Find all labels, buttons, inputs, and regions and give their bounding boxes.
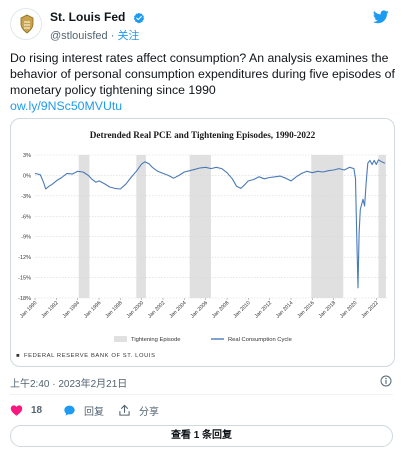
tightening-episode-4 [311,155,344,298]
st-louis-fed-logo-icon [20,14,34,34]
y-axis: 3% 0% -3% -6% -9% -12% -15% -18% [18,153,31,302]
x-tick-label: Jan 2008 [211,300,230,319]
reply-bubble-icon [64,405,75,416]
action-bar: 18 回复 分享 [10,402,393,418]
info-icon[interactable] [380,375,392,387]
y-tick-label: -18% [18,296,31,302]
x-tick-label: Jan 2022 [360,300,379,319]
tightening-episode-1 [78,155,90,298]
tweet-link[interactable]: ow.ly/9NSc50MVUtu [10,99,123,113]
x-tick-label: Jan 2018 [318,300,337,319]
legend-label: Real Consumption Cycle [228,337,292,343]
reply-button[interactable]: 回复 [63,402,104,418]
x-tick-label: Jan 2000 [126,300,145,319]
card-footer: FEDERAL RESERVE BANK OF ST. LOUIS [24,353,156,359]
divider [10,394,393,395]
tightening-episodes [78,155,386,298]
share-icon [119,404,130,416]
x-tick-label: Jan 1992 [40,300,59,319]
x-tick-label: Jan 2002 [147,300,166,319]
series [34,159,386,289]
x-tick-label: Jan 1998 [104,300,123,319]
tweet-text: Do rising interest rates affect consumpt… [10,50,395,114]
legend-swatch-tightening [114,336,127,342]
x-tick-label: Jan 1990 [19,300,38,319]
y-tick-label: -12% [18,255,31,261]
verified-badge-icon [133,12,144,24]
x-tick-label: Jan 2014 [275,300,294,319]
likes-count: 18 [31,404,43,416]
avatar[interactable] [10,8,42,40]
display-name[interactable]: St. Louis Fed [50,10,126,25]
tweet-header: St. Louis Fed @stlouisfed · 关注 [10,8,393,42]
y-tick-label: -6% [21,214,31,220]
x-tick-label: Jan 2004 [168,300,187,319]
tightening-episode-3 [189,155,211,298]
y-tick-label: 3% [23,153,31,159]
y-tick-label: -9% [21,235,31,241]
series-line-1 [34,159,386,289]
tightening-episode-5 [378,155,386,298]
y-tick-label: 0% [23,173,31,179]
follow-button[interactable]: 关注 [117,30,140,42]
timestamp[interactable]: 上午2:40 · 2023年2月21日 [10,379,128,390]
handle[interactable]: @stlouisfed [50,30,108,42]
share-button[interactable]: 分享 [118,402,159,418]
heart-icon [10,404,23,416]
x-tick-label: Jan 1994 [62,300,81,319]
x-tick-label: Jan 2010 [232,300,251,319]
legend-label: Tightening Episode [131,337,180,343]
card-footer-square: ■ [16,353,20,359]
x-tick-label: Jan 1996 [83,300,102,319]
x-tick-label: Jan 2016 [296,300,315,319]
chart-title: Detrended Real PCE and Tightening Episod… [90,130,316,140]
reply-label: 回复 [84,406,104,418]
x-axis: Jan 1990 Jan 1992 Jan 1994 Jan 1996 Jan 1998… [19,298,380,320]
twitter-bird-icon[interactable] [373,10,389,24]
author-info: St. Louis Fed @stlouisfed · 关注 [50,9,145,44]
y-tick-label: -15% [18,276,31,282]
y-tick-label: -3% [21,194,31,200]
read-replies-button[interactable]: 查看 1 条回复 [10,425,393,447]
separator: · [110,30,115,42]
x-tick-label: Jan 2020 [339,300,358,319]
share-label: 分享 [139,406,159,418]
like-button[interactable]: 18 [10,402,42,418]
x-tick-label: Jan 2012 [254,300,273,319]
tightening-episode-2 [136,155,146,298]
chart: Detrended Real PCE and Tightening Episod… [16,130,387,359]
tweet-body: Do rising interest rates affect consumpt… [10,51,395,97]
x-tick-label: Jan 2006 [190,300,209,319]
chart-card[interactable]: Detrended Real PCE and Tightening Episod… [10,118,395,367]
legend: Tightening Episode Real Consumption Cycle [114,336,292,343]
